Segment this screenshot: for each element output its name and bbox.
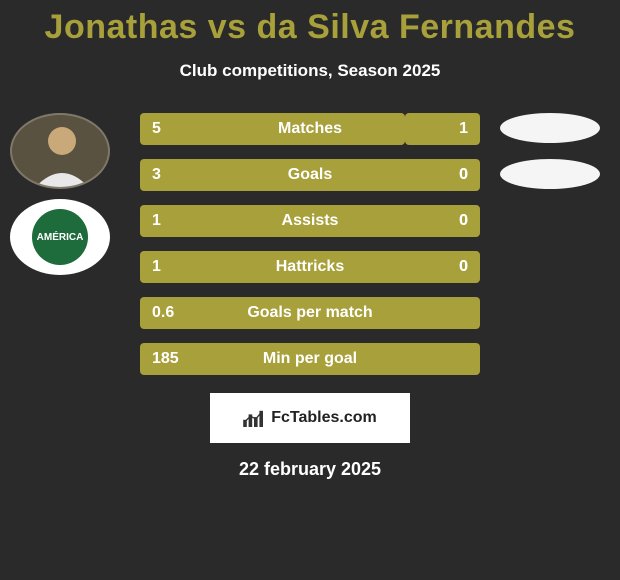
stat-bar-left: 3 — [140, 159, 480, 191]
bar-chart-icon — [243, 409, 265, 427]
stat-value-right: 0 — [459, 205, 468, 237]
stat-value-right: 1 — [447, 120, 480, 138]
stat-bars: 51Matches300Goals100Assists100Hattricks0… — [140, 113, 480, 375]
club-badge-text: AMÉRICA — [37, 232, 84, 243]
source-logo-text: FcTables.com — [271, 409, 377, 427]
stat-row: 100Assists — [140, 205, 480, 237]
stat-bar-left: 0.6 — [140, 297, 480, 329]
stat-bar-right: 1 — [405, 113, 480, 145]
stat-value-left: 1 — [140, 212, 173, 230]
chart-area: AMÉRICA 51Matches300Goals100Assists100Ha… — [0, 113, 620, 375]
stat-bar-left: 5 — [140, 113, 405, 145]
date-label: 22 february 2025 — [0, 459, 620, 480]
source-logo: FcTables.com — [210, 393, 410, 443]
page-title: Jonathas vs da Silva Fernandes — [0, 0, 620, 47]
stat-row: 51Matches — [140, 113, 480, 145]
stat-bar-left: 185 — [140, 343, 480, 375]
stat-bar-left: 1 — [140, 205, 480, 237]
club-badge: AMÉRICA — [10, 199, 110, 275]
subtitle: Club competitions, Season 2025 — [0, 61, 620, 81]
avatar-placeholder-icon — [12, 115, 110, 189]
stat-row: 185Min per goal — [140, 343, 480, 375]
player-right-avatar-2 — [500, 159, 600, 189]
club-badge-inner: AMÉRICA — [32, 209, 88, 265]
stat-value-left: 1 — [140, 258, 173, 276]
player-left-avatar — [10, 113, 110, 189]
stat-value-right: 0 — [459, 159, 468, 191]
stat-value-left: 3 — [140, 166, 173, 184]
stat-row: 300Goals — [140, 159, 480, 191]
stat-value-left: 0.6 — [140, 304, 186, 322]
player-right-avatar — [500, 113, 600, 143]
stat-bar-left: 1 — [140, 251, 480, 283]
stat-row: 100Hattricks — [140, 251, 480, 283]
stat-value-right: 0 — [459, 251, 468, 283]
stat-row: 0.6Goals per match — [140, 297, 480, 329]
stat-value-left: 185 — [140, 350, 191, 368]
stat-value-left: 5 — [140, 120, 173, 138]
